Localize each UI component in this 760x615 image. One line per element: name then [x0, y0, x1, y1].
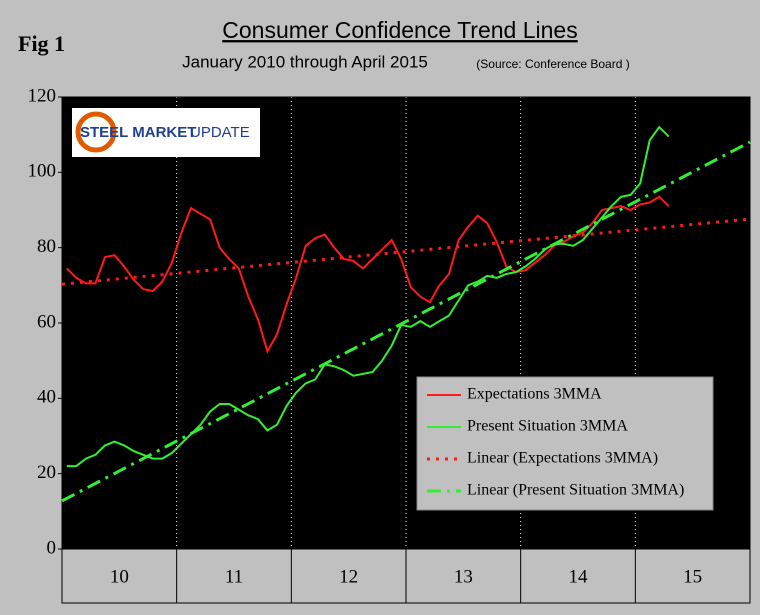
chart-title: Consumer Confidence Trend Lines — [222, 17, 577, 43]
legend-box — [416, 376, 714, 511]
y-tick-label: 100 — [28, 161, 57, 182]
trend-line — [61, 140, 751, 503]
legend-label: Present Situation 3MMA — [467, 418, 628, 435]
x-tick-label: 14 — [569, 566, 589, 587]
x-tick-label: 15 — [683, 566, 702, 587]
plot-frame — [61, 96, 751, 550]
logo: STEEL MARKET UPDATE — [72, 108, 260, 157]
legend-label: Linear (Present Situation 3MMA) — [467, 482, 684, 499]
logo-text: STEEL MARKET — [80, 124, 196, 141]
legend-label: Linear (Expectations 3MMA) — [467, 450, 658, 467]
series-line — [66, 195, 670, 354]
source: (Source: Conference Board ) — [476, 57, 629, 71]
x-tick-label: 11 — [225, 566, 243, 587]
series-line — [66, 125, 670, 468]
y-tick-label: 20 — [37, 462, 56, 483]
figure-label: Fig 1 — [18, 31, 65, 56]
y-tick-label: 80 — [37, 236, 56, 257]
x-tick-label: 13 — [454, 566, 473, 587]
x-tick-label: 10 — [110, 566, 129, 587]
chart-subtitle: January 2010 through April 2015 — [182, 52, 428, 71]
y-tick-label: 40 — [37, 387, 56, 408]
y-tick-label: 120 — [28, 85, 57, 106]
legend-label: Expectations 3MMA — [467, 386, 602, 403]
logo-ring — [75, 111, 117, 153]
logo-text: UPDATE — [190, 124, 250, 141]
y-tick-label: 60 — [37, 311, 56, 332]
x-tick-label: 12 — [339, 566, 358, 587]
y-tick-label: 0 — [47, 537, 57, 558]
